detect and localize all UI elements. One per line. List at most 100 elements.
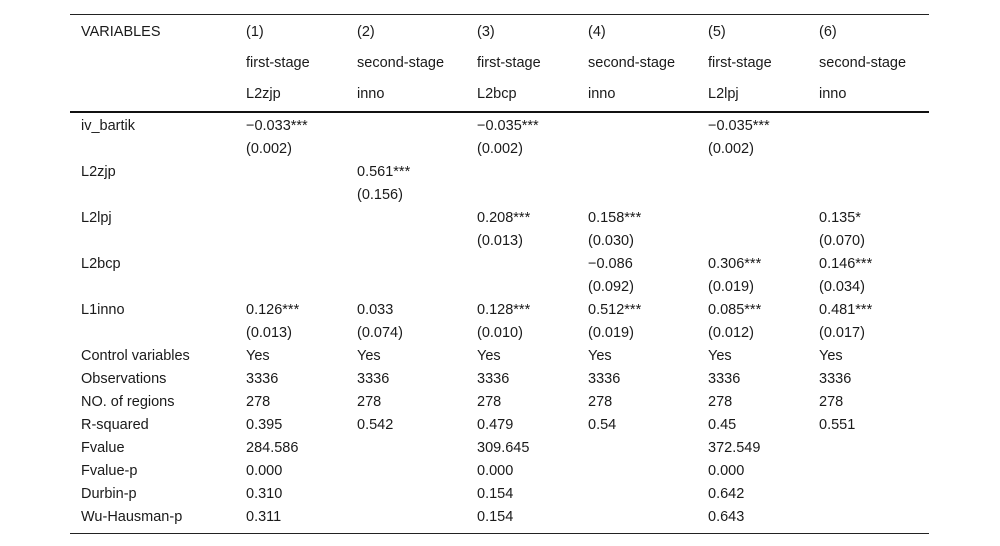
table-cell: Yes [357,347,381,364]
column-dependent-var: inno [588,86,616,102]
table-cell: 0.000 [246,462,283,479]
table-cell: 278 [246,393,271,410]
table-cell: 278 [819,393,844,410]
table-cell: 0.158*** [588,209,642,226]
column-dependent-var: L2zjp [246,86,281,102]
table-cell: 0.135* [819,209,861,226]
table-row: Control variables Yes Yes Yes Yes Yes Yes [70,345,929,368]
table-cell: (0.002) [477,140,523,157]
table-cell: (0.156) [357,186,403,203]
table-cell: Yes [588,347,612,364]
row-label: Fvalue [81,439,125,456]
table-body: iv_bartik −0.033*** −0.035*** −0.035*** (0.0… [70,113,929,533]
row-label: L2zjp [81,163,116,180]
table-cell: (0.017) [819,324,865,341]
table-cell: 0.45 [708,416,737,433]
column-dependent-var: inno [357,86,385,102]
row-label: Durbin-p [81,485,137,502]
table-cell: 0.481*** [819,301,873,318]
table-cell: 0.000 [708,462,745,479]
column-number: (1) [246,24,264,40]
table-row: Durbin-p 0.310 0.154 0.642 [70,483,929,506]
table-cell: 0.128*** [477,301,531,318]
table-row: (0.013) (0.074) (0.010) (0.019) (0.012) (0.01… [70,322,929,345]
table-cell: 0.154 [477,508,514,525]
table-cell: 0.643 [708,508,745,525]
table-row: Observations 3336 3336 3336 3336 3336 3336 [70,368,929,391]
table-cell: 0.642 [708,485,745,502]
table-cell: 0.542 [357,416,394,433]
table-cell: 309.645 [477,439,530,456]
table-cell: 0.512*** [588,301,642,318]
header-row-stages: first-stage second-stage first-stage second… [70,46,929,77]
table-cell: 0.306*** [708,255,762,272]
table-row: L2zjp 0.561*** [70,161,929,184]
column-stage: second-stage [588,55,676,71]
table-row: L2bcp −0.086 0.306*** 0.146*** [70,253,929,276]
table-cell: 0.033 [357,301,394,318]
table-cell: 0.551 [819,416,856,433]
table-cell: 0.479 [477,416,514,433]
table-cell: Yes [477,347,501,364]
column-number: (6) [819,24,837,40]
variables-label: VARIABLES [81,24,161,40]
table-cell: (0.013) [246,324,292,341]
table-cell: (0.002) [246,140,292,157]
table-cell: −0.035*** [708,117,770,134]
table-cell: 0.208*** [477,209,531,226]
table-row: (0.013) (0.030) (0.070) [70,230,929,253]
table-cell: 0.085*** [708,301,762,318]
row-label: iv_bartik [81,117,135,134]
row-label: Observations [81,370,167,387]
column-number: (3) [477,24,495,40]
table-cell: (0.002) [708,140,754,157]
column-stage: first-stage [708,55,772,71]
column-stage: first-stage [477,55,541,71]
table-cell: (0.019) [588,324,634,341]
table-cell: 0.146*** [819,255,873,272]
table-cell: 3336 [477,370,510,387]
row-label: L2lpj [81,209,112,226]
table-cell: (0.010) [477,324,523,341]
table-cell: 0.561*** [357,163,411,180]
row-label: Wu-Hausman-p [81,508,183,525]
column-number: (5) [708,24,726,40]
table-row: (0.156) [70,184,929,207]
table-cell: (0.012) [708,324,754,341]
table-row: Fvalue-p 0.000 0.000 0.000 [70,460,929,483]
table-cell: 278 [357,393,382,410]
table-cell: (0.013) [477,232,523,249]
column-dependent-var: L2bcp [477,86,517,102]
table-cell: 0.54 [588,416,617,433]
table-cell: 3336 [708,370,741,387]
column-number: (4) [588,24,606,40]
table-cell: 3336 [246,370,279,387]
table-row: Fvalue 284.586 309.645 372.549 [70,437,929,460]
table-cell: −0.033*** [246,117,308,134]
table-cell: −0.035*** [477,117,539,134]
table-header: VARIABLES (1) (2) (3) (4) (5) (6) first-stage se… [70,15,929,111]
table-cell: 0.126*** [246,301,300,318]
table-row: (0.002) (0.002) (0.002) [70,138,929,161]
table-row: (0.092) (0.019) (0.034) [70,276,929,299]
table-cell: 0.310 [246,485,283,502]
table-cell: (0.019) [708,278,754,295]
table-cell: 284.586 [246,439,299,456]
column-dependent-var: L2lpj [708,86,739,102]
table-cell: Yes [708,347,732,364]
row-label: L1inno [81,301,125,318]
table-cell: 0.395 [246,416,283,433]
table-cell: −0.086 [588,255,633,272]
regression-table: VARIABLES (1) (2) (3) (4) (5) (6) first-stage se… [70,14,929,534]
table-row: NO. of regions 278 278 278 278 278 278 [70,391,929,414]
table-cell: (0.034) [819,278,865,295]
table-cell: (0.030) [588,232,634,249]
table-row: R-squared 0.395 0.542 0.479 0.54 0.45 0.551 [70,414,929,437]
column-stage: second-stage [819,55,907,71]
header-row-depvars: L2zjp inno L2bcp inno L2lpj inno [70,77,929,108]
table-cell: 3336 [357,370,390,387]
row-label: L2bcp [81,255,121,272]
column-number: (2) [357,24,375,40]
top-rule [70,14,929,15]
table-cell: 278 [477,393,502,410]
